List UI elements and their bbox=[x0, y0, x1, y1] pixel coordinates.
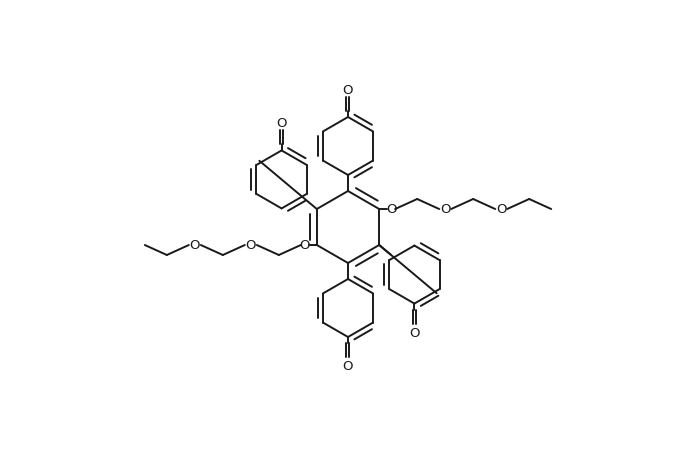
Text: O: O bbox=[343, 360, 353, 373]
Text: O: O bbox=[409, 326, 420, 339]
Text: O: O bbox=[190, 239, 200, 252]
Text: O: O bbox=[440, 203, 450, 216]
Text: O: O bbox=[277, 117, 287, 129]
Text: O: O bbox=[343, 84, 353, 96]
Text: O: O bbox=[300, 239, 310, 252]
Text: O: O bbox=[245, 239, 256, 252]
Text: O: O bbox=[496, 203, 507, 216]
Text: O: O bbox=[386, 203, 396, 216]
